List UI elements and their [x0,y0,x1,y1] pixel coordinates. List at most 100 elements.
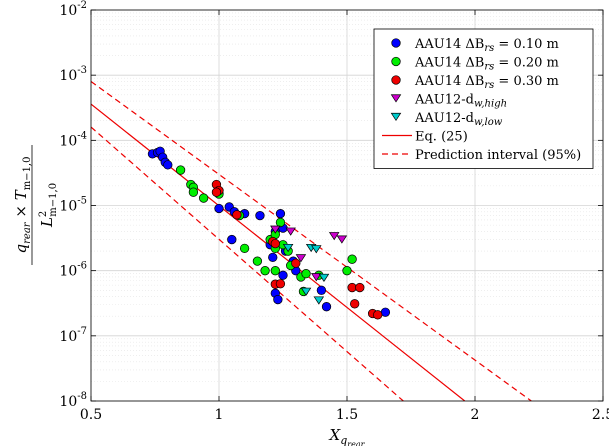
y-tick-label-base: 10 [59,329,77,345]
data-point-series-0 [255,210,265,221]
data-point-series-0 [380,307,391,317]
y-tick-label-base: 10 [59,3,77,19]
x-axis-label-subsub: rear [347,440,365,446]
data-point-series-4 [311,245,322,254]
y-tick-label: 10-8 [59,391,87,410]
data-point-series-3 [328,232,340,241]
legend-marker [391,56,401,67]
x-axis-label-base: X [329,426,342,444]
data-point-series-4 [313,296,325,305]
data-point-series-2 [275,279,286,289]
legend-label: AAU12-dw,high [414,93,507,110]
data-point-series-2 [211,187,222,197]
data-point-series-1 [342,266,352,276]
data-point-series-1 [301,268,311,279]
data-point-series-4 [318,273,330,283]
data-point-series-0 [321,302,332,312]
x-axis-label-sub: q [340,434,347,446]
y-tick-label-exponent: -3 [77,65,87,76]
legend-label-text: Eq. (25) [415,130,468,145]
x-tick-label: 1.5 [336,407,358,423]
x-tick-label: 1 [215,407,224,423]
data-point-series-4 [282,243,294,253]
y-label-q: q [12,244,30,254]
legend-marker [391,75,401,85]
data-point-series-1 [270,266,280,276]
y-tick-label: 10-3 [59,65,87,84]
data-point-series-3 [311,273,322,282]
y-tick-label: 10-5 [59,196,87,215]
data-point-series-2 [291,258,301,268]
data-point-series-1 [198,193,209,203]
y-tick-label: 10-4 [59,130,87,149]
data-point-series-1 [175,165,186,175]
y-tick-label: 10-2 [59,0,87,19]
y-tick-label-base: 10 [59,68,77,84]
data-point-series-3 [270,225,281,234]
legend-label-text: AAU14 ΔB [414,37,484,52]
data-point-series-0 [214,203,224,214]
x-tick-label: 2.5 [592,407,609,423]
y-label-times-t: × T [12,189,30,222]
data-point-series-1 [260,266,270,276]
legend-label-text: AAU12-d [414,93,474,108]
x-tick-label: 2 [471,407,480,423]
legend-label: Eq. (25) [415,130,468,145]
data-points [147,146,391,320]
y-label-t-sub: m−1,0 [22,157,33,191]
y-tick-label-exponent: -2 [77,0,87,11]
data-point-series-2 [232,210,242,220]
data-point-series-1 [252,256,263,266]
data-point-series-3 [285,227,296,236]
legend-label-text: AAU14 ΔB [414,74,484,89]
y-tick-label-exponent: -5 [77,196,87,207]
legend-label-text: Prediction interval (95%) [415,148,581,163]
data-point-series-2 [355,282,365,293]
data-point-series-0 [275,208,286,219]
x-axis-label: Xqrear [329,426,366,446]
y-tick-label-base: 10 [59,394,77,410]
y-tick-label-exponent: -4 [77,130,87,141]
legend-label: AAU14 ΔBrs = 0.20 m [414,56,559,73]
y-axis-label-denominator: L2m−1,0 [38,183,59,228]
y-label-l: L [38,217,56,228]
legend-label: AAU14 ΔBrs = 0.10 m [414,37,559,54]
data-point-series-1 [275,217,286,228]
y-tick-label-exponent: -6 [77,261,87,272]
y-label-l-sub: m−1,0 [48,183,59,217]
legend-label-subscript: rs [484,43,494,54]
data-point-series-0 [268,252,278,263]
x-tick-label: 0.5 [80,407,102,423]
data-point-series-2 [270,238,280,249]
y-axis-label: qrear × Tm−1,0 L2m−1,0 [12,145,59,265]
legend-label-subscript: w,low [474,117,503,128]
y-axis-label-numerator: qrear × Tm−1,0 [12,157,33,254]
legend-marker [391,38,401,48]
y-label-l-sup: 2 [38,211,49,217]
y-tick-label: 10-7 [59,326,87,345]
data-point-series-0 [163,160,173,170]
legend-label: AAU14 ΔBrs = 0.30 m [414,74,559,91]
data-point-series-2 [350,299,360,309]
legend-label-text: AAU12-d [414,111,474,126]
legend-label-suffix: = 0.10 m [494,37,559,52]
legend-label-subscript: w,high [474,99,507,110]
data-point-series-0 [273,294,283,305]
legend-label-suffix: = 0.20 m [494,56,559,71]
data-point-series-1 [239,243,250,254]
legend-box [373,28,594,169]
data-point-series-0 [227,234,237,245]
prediction-interval-line [91,80,532,401]
axis-ticks: 0.511.522.510-810-710-610-510-410-310-2 [59,0,609,423]
y-tick-label-base: 10 [59,133,77,149]
data-point-series-0 [316,285,327,295]
legend-label: AAU12-dw,low [414,111,503,128]
data-point-series-0 [278,270,288,280]
legend-label-subscript: rs [484,62,494,73]
legend-marker [390,94,402,103]
data-point-series-2 [347,282,357,293]
data-point-series-3 [295,254,307,263]
y-tick-label-base: 10 [59,264,77,280]
